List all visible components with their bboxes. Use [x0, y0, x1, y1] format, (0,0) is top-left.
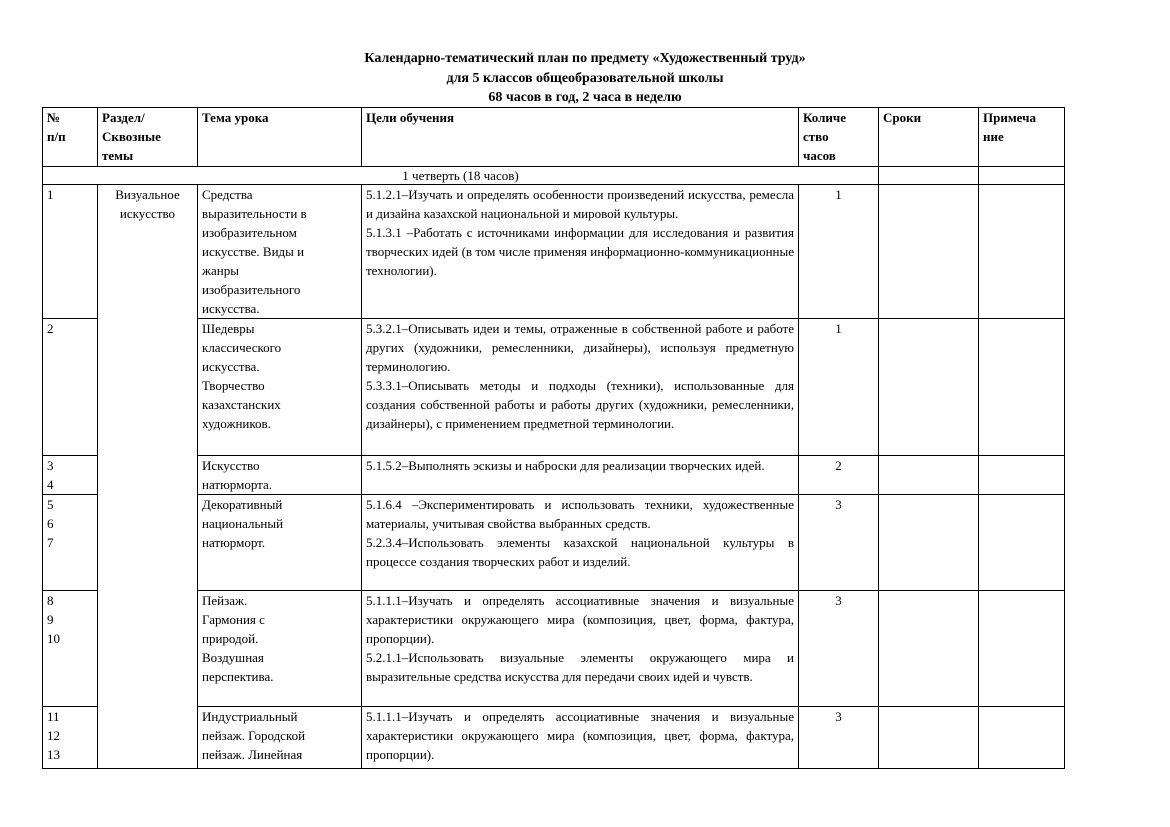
table-row: 5 6 7 Декоративный национальный натюрмор…: [42, 494, 1065, 591]
hours-cell: 3: [798, 494, 879, 591]
table-header-row: № п/п Раздел/ Сквозные темы Тема урока Ц…: [42, 107, 1065, 167]
notes-cell: [978, 184, 1065, 319]
objectives-cell: 5.1.1.1–Изучать и определять ассоциативн…: [361, 706, 799, 769]
table-row: 11 12 13 Индустриальный пейзаж. Городско…: [42, 706, 1065, 769]
dates-cell: [878, 318, 979, 456]
column-header-topic: Тема урока: [197, 107, 362, 167]
hours-cell: 2: [798, 455, 879, 495]
lesson-num-cell: 11 12 13: [42, 706, 98, 769]
column-header-num: № п/п: [42, 107, 98, 167]
dates-cell: [878, 166, 979, 185]
topic-cell: Средства выразительности в изобразительн…: [197, 184, 362, 319]
table-row: 1 Визуальное искусство Средства выразите…: [42, 184, 1065, 769]
table-row: 2 Шедевры классического искусства. Творч…: [42, 318, 1065, 456]
dates-cell: [878, 590, 979, 707]
objectives-cell: 5.1.1.1–Изучать и определять ассоциативн…: [361, 590, 799, 707]
column-header-section: Раздел/ Сквозные темы: [97, 107, 198, 167]
dates-cell: [878, 455, 979, 495]
notes-cell: [978, 706, 1065, 769]
hours-cell: 3: [798, 706, 879, 769]
notes-cell: [978, 590, 1065, 707]
objectives-cell: 5.3.2.1–Описывать идеи и темы, отраженны…: [361, 318, 799, 456]
topic-cell: Пейзаж. Гармония с природой. Воздушная п…: [197, 590, 362, 707]
lesson-num-cell: 1: [42, 184, 98, 319]
page-title: Календарно-тематический план по предмету…: [364, 51, 806, 105]
topic-cell: Индустриальный пейзаж. Городской пейзаж.…: [197, 706, 362, 769]
notes-cell: [978, 455, 1065, 495]
hours-cell: 1: [798, 184, 879, 319]
notes-cell: [978, 166, 1065, 185]
topic-cell: Искусство натюрморта.: [197, 455, 362, 495]
notes-cell: [978, 318, 1065, 456]
dates-cell: [878, 706, 979, 769]
topic-cell: Шедевры классического искусства. Творчес…: [197, 318, 362, 456]
lesson-num-cell: 5 6 7: [42, 494, 98, 591]
topic-cell: Декоративный национальный натюрморт.: [197, 494, 362, 591]
lesson-num-cell: 2: [42, 318, 98, 456]
column-header-notes: Примеча ние: [978, 107, 1065, 167]
lesson-plan-table: № п/п Раздел/ Сквозные темы Тема урока Ц…: [42, 107, 1065, 769]
dates-cell: [878, 494, 979, 591]
column-header-dates: Сроки: [878, 107, 979, 167]
table-row: 8 9 10 Пейзаж. Гармония с природой. Возд…: [42, 590, 1065, 707]
notes-cell: [978, 494, 1065, 591]
lesson-num-cell: 8 9 10: [42, 590, 98, 707]
section-cell: Визуальное искусство: [97, 184, 198, 769]
hours-cell: 3: [798, 590, 879, 707]
column-header-objectives: Цели обучения: [361, 107, 799, 167]
hours-cell: 1: [798, 318, 879, 456]
lesson-num-cell: 3 4: [42, 455, 98, 495]
table-row: 3 4 Искусство натюрморта. 5.1.5.2–Выполн…: [42, 455, 1065, 495]
quarter-label: 1 четверть (18 часов): [42, 166, 879, 185]
objectives-cell: 5.1.6.4 –Экспериментировать и использова…: [361, 494, 799, 591]
objectives-cell: 5.1.5.2–Выполнять эскизы и наброски для …: [361, 455, 799, 495]
objectives-cell: 5.1.2.1–Изучать и определять особенности…: [361, 184, 799, 319]
quarter-row: 1 четверть (18 часов): [42, 166, 1065, 185]
column-header-hours: Количе ство часов: [798, 107, 879, 167]
dates-cell: [878, 184, 979, 319]
